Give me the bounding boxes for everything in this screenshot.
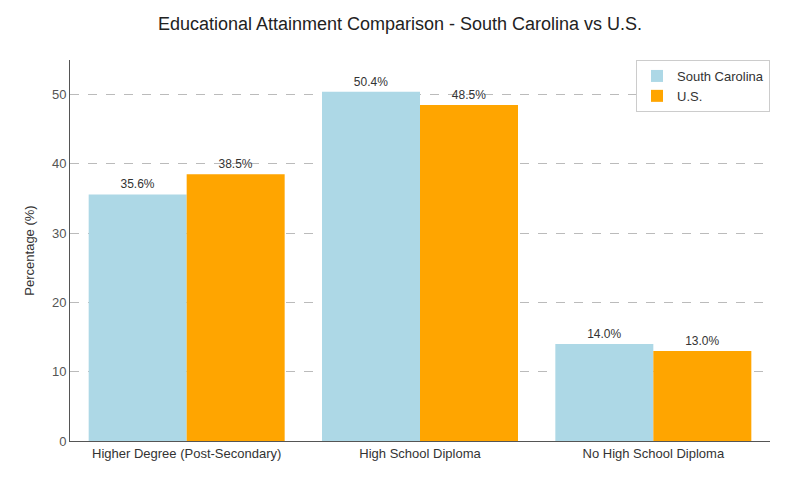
svg-text:No High School Diploma: No High School Diploma: [583, 446, 725, 461]
svg-text:35.6%: 35.6%: [120, 177, 154, 191]
svg-text:10: 10: [52, 364, 66, 379]
svg-text:Percentage (%): Percentage (%): [22, 205, 37, 295]
svg-text:U.S.: U.S.: [677, 89, 702, 104]
svg-text:0: 0: [59, 434, 66, 449]
svg-text:South Carolina: South Carolina: [677, 69, 764, 84]
svg-text:High School Diploma: High School Diploma: [359, 446, 481, 461]
svg-text:20: 20: [52, 295, 66, 310]
svg-text:40: 40: [52, 156, 66, 171]
svg-text:14.0%: 14.0%: [587, 327, 621, 341]
svg-text:Educational Attainment Compari: Educational Attainment Comparison - Sout…: [158, 14, 642, 34]
svg-text:50.4%: 50.4%: [354, 75, 388, 89]
svg-text:30: 30: [52, 226, 66, 241]
svg-text:38.5%: 38.5%: [218, 157, 252, 171]
svg-text:50: 50: [52, 87, 66, 102]
svg-text:Higher Degree (Post-Secondary): Higher Degree (Post-Secondary): [92, 446, 281, 461]
svg-text:13.0%: 13.0%: [685, 334, 719, 348]
svg-text:48.5%: 48.5%: [452, 88, 486, 102]
